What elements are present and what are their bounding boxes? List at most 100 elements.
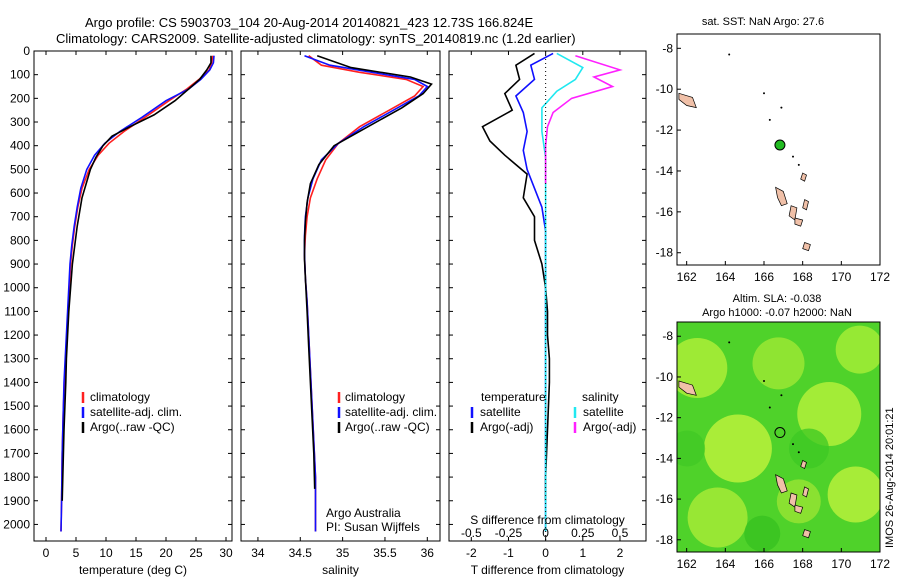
x-tick-label: 35 xyxy=(336,546,350,560)
credit-line-2: PI: Susan Wijffels xyxy=(326,520,420,534)
x-tick-label: 164 xyxy=(715,270,735,284)
temperature-panel: 0 5 10 15 20 25 300100200300400500600700800900… xyxy=(3,44,233,577)
x-tick-label: 10 xyxy=(99,546,113,560)
islet xyxy=(780,106,783,109)
y-tick-label: 1300 xyxy=(3,352,30,366)
y-tick-label: -14 xyxy=(656,451,674,465)
y-tick-label: -12 xyxy=(656,123,674,137)
x-tick-label: 1 xyxy=(579,546,586,560)
island xyxy=(775,474,788,494)
sla-anomaly-patch xyxy=(835,325,880,374)
x-tick-label: 0 xyxy=(542,546,549,560)
y-tick-label: 400 xyxy=(10,139,30,153)
island xyxy=(678,380,697,396)
x-tick-label: 166 xyxy=(754,557,774,571)
series-t-argo-adj- xyxy=(481,52,551,501)
sla-anomaly-patch xyxy=(788,428,829,469)
y-tick-label: -18 xyxy=(656,533,674,547)
island xyxy=(802,529,811,539)
y-tick-label: 1500 xyxy=(3,399,30,413)
y-tick-label: -8 xyxy=(662,329,673,343)
x-tick-label: 168 xyxy=(793,557,813,571)
x-tick-label: -1 xyxy=(503,546,514,560)
sla-anomaly-patch xyxy=(744,515,781,552)
series-climatology xyxy=(60,55,214,532)
x-tick-label: 164 xyxy=(715,557,735,571)
x-tick-label: 170 xyxy=(831,270,851,284)
y-tick-label: 100 xyxy=(10,68,30,82)
x-tick-label: 170 xyxy=(831,557,851,571)
legend-title-temperature: temperature xyxy=(481,390,546,404)
legend-entry: satellite-adj. clim. xyxy=(345,405,437,419)
sla-anomaly-patch xyxy=(677,338,728,398)
y-tick-label: -10 xyxy=(656,370,674,384)
s-tick-label: 0.5 xyxy=(612,526,629,540)
y-tick-label: 1700 xyxy=(3,446,30,460)
title-line-2: Climatology: CARS2009. Satellite-adjuste… xyxy=(56,31,576,46)
y-tick-label: 1100 xyxy=(4,304,30,318)
y-tick-label: -14 xyxy=(656,164,674,178)
x-tick-label: 162 xyxy=(677,270,697,284)
s-axis-label: S difference from climatology xyxy=(470,513,625,527)
credit-line-1: Argo Australia xyxy=(326,506,401,520)
map-content xyxy=(678,53,811,252)
difference-panel: -2 -1 0 1 2 T difference from climatology -0.5… xyxy=(448,50,647,577)
x-tick-label: 5 xyxy=(73,546,80,560)
sla-map-title-1: Altim. SLA: -0.038 xyxy=(733,293,822,305)
x-tick-label: 20 xyxy=(159,546,173,560)
x-tick-label: 15 xyxy=(129,546,143,560)
x-tick-label: 34 xyxy=(251,546,265,560)
x-tick-label: 34.5 xyxy=(289,546,313,560)
x-tick-label: 25 xyxy=(189,546,203,560)
series-s-argo-adj- xyxy=(544,54,623,184)
series-satellite-adj-clim- xyxy=(60,55,215,532)
islet xyxy=(763,380,765,383)
sla-anomaly-patch xyxy=(752,337,805,390)
series-argo-raw-qc- xyxy=(303,54,433,489)
x-axis-label: T difference from climatology xyxy=(471,563,625,577)
islet xyxy=(728,53,731,56)
x-tick-label: 2 xyxy=(617,546,624,560)
islet xyxy=(728,341,731,344)
map-frame xyxy=(676,321,881,553)
axes-frame xyxy=(448,50,647,542)
x-tick-label: 162 xyxy=(677,557,697,571)
s-tick-label: -0.25 xyxy=(495,526,523,540)
island xyxy=(802,242,811,252)
legend-entry: Argo(-adj) xyxy=(583,420,636,434)
x-tick-label: 168 xyxy=(793,270,813,284)
y-tick-label: -16 xyxy=(656,492,674,506)
s-tick-label: 0 xyxy=(542,526,549,540)
y-tick-label: 1800 xyxy=(3,470,30,484)
axes-frame xyxy=(33,50,233,542)
sst-map: sat. SST: NaN Argo: 27.6 162 164 166 168 170 1… xyxy=(656,16,891,284)
islet xyxy=(768,118,771,121)
y-tick-label: 1000 xyxy=(3,281,30,295)
legend-entry: satellite xyxy=(480,405,521,419)
y-tick-label: -8 xyxy=(662,41,673,55)
x-tick-label: 0 xyxy=(43,546,50,560)
axes-frame xyxy=(240,50,441,542)
legend-entry: Argo(..raw -QC) xyxy=(90,420,175,434)
island xyxy=(775,186,788,207)
y-tick-label: 0 xyxy=(23,44,30,58)
islet xyxy=(763,92,765,95)
series-argo-raw-qc- xyxy=(61,55,212,501)
s-tick-label: 0.25 xyxy=(571,526,595,540)
sla-anomaly-patch xyxy=(776,479,821,524)
x-axis-label: salinity xyxy=(322,563,359,577)
y-tick-label: -18 xyxy=(656,246,674,260)
islet xyxy=(797,451,800,454)
salinity-panel: 34 34.5 35 35.5 36 salinity climatologysatelli… xyxy=(240,50,441,577)
island xyxy=(800,172,807,182)
islet xyxy=(792,155,794,158)
series-group xyxy=(481,52,623,532)
y-tick-label: 1900 xyxy=(3,494,30,508)
y-tick-label: 700 xyxy=(10,210,30,224)
sla-anomaly-patch xyxy=(687,487,748,548)
y-tick-label: 300 xyxy=(10,115,30,129)
series-group xyxy=(303,54,433,532)
y-tick-label: 600 xyxy=(10,186,30,200)
sla-anomaly-patch xyxy=(703,414,772,483)
